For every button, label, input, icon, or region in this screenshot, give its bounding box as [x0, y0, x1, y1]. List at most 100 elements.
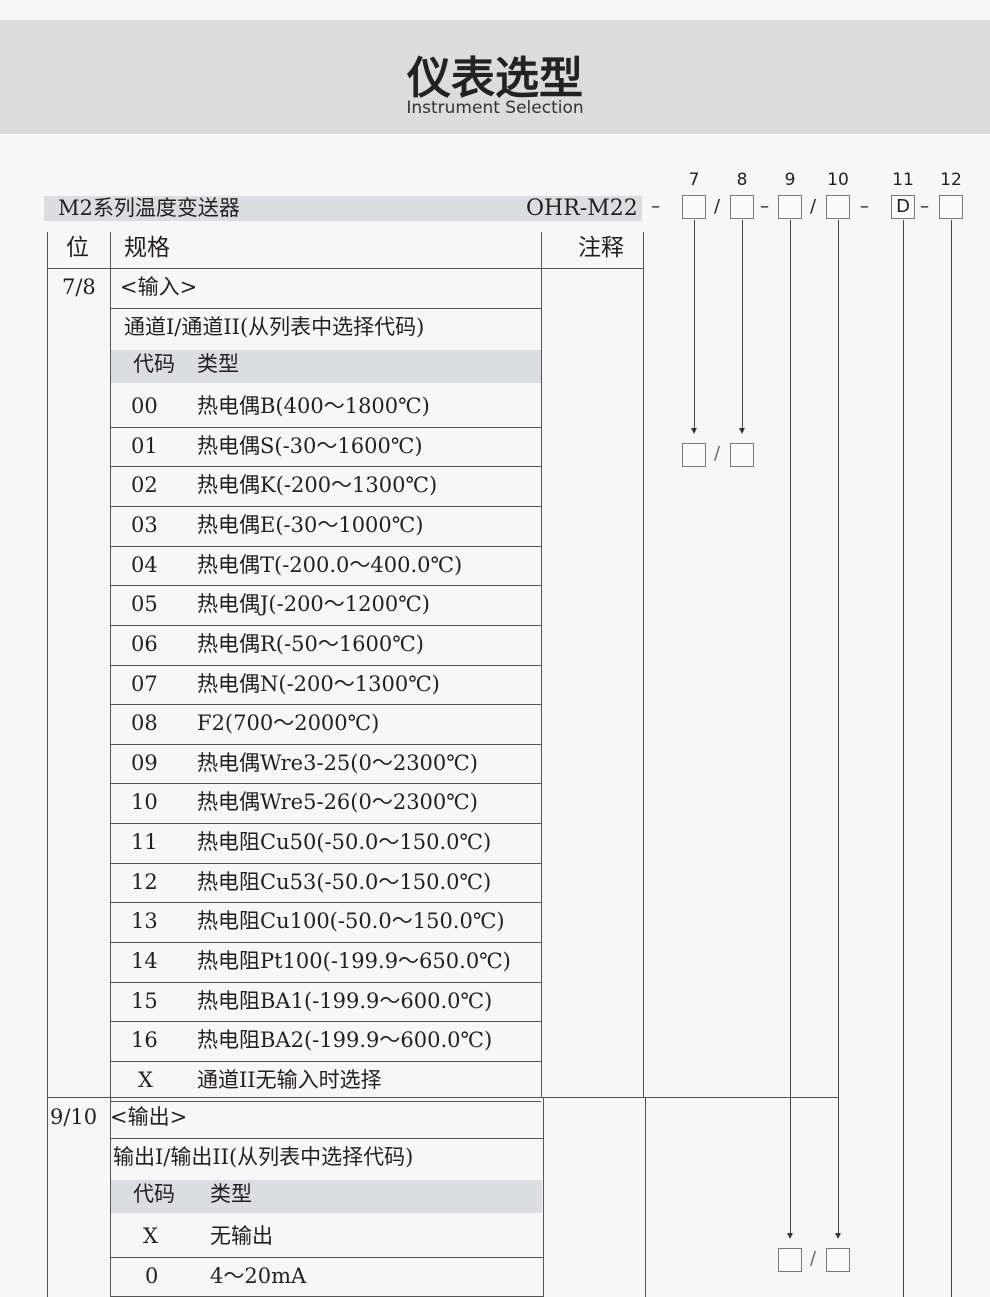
leader-line — [694, 220, 695, 430]
header-divider — [47, 268, 644, 269]
row-type: 热电阻BA1(-199.9～600.0℃) — [197, 988, 493, 1013]
row-type: 热电偶T(-200.0～400.0℃) — [197, 552, 463, 577]
slash-separator: / — [714, 443, 721, 464]
arrow-down-icon — [739, 428, 745, 434]
column-divider — [543, 1098, 544, 1297]
row-code: 06 — [131, 631, 158, 656]
column-divider — [645, 1098, 646, 1297]
row-divider — [110, 704, 541, 706]
row-code: 14 — [131, 949, 158, 974]
code-box-11[interactable]: D — [891, 195, 915, 219]
row-code: 13 — [131, 909, 158, 934]
result-code-box[interactable] — [682, 443, 706, 467]
leader-line — [903, 220, 904, 1297]
slash-separator: / — [810, 196, 817, 217]
row-code: 03 — [131, 512, 158, 537]
output-subtitle: 输出I/输出II(从列表中选择代码) — [113, 1144, 414, 1169]
position-number: 8 — [736, 170, 748, 190]
row-divider — [110, 466, 541, 468]
row-type: F2(700～2000℃) — [197, 711, 380, 736]
code-box-12[interactable] — [939, 195, 963, 219]
result-code-box[interactable] — [778, 1248, 802, 1272]
column-divider — [541, 232, 542, 1098]
column-header-row — [111, 1180, 542, 1213]
code-box-8[interactable] — [730, 195, 754, 219]
row-divider — [110, 664, 541, 666]
row-code: 05 — [131, 592, 158, 617]
position-number: 7 — [688, 170, 700, 190]
row-divider — [110, 585, 541, 587]
row-code: X — [143, 1223, 158, 1248]
arrow-down-icon — [787, 1233, 793, 1239]
col-type-header: 类型 — [197, 352, 239, 377]
output-title: <输出> — [110, 1105, 188, 1129]
leader-line — [838, 220, 839, 1235]
row-code: 15 — [131, 988, 158, 1013]
header-note: 注释 — [578, 235, 624, 261]
result-code-box[interactable] — [730, 443, 754, 467]
arrow-down-icon — [835, 1233, 841, 1239]
row-divider — [110, 902, 541, 904]
column-divider — [110, 232, 111, 1297]
row-code: 11 — [131, 830, 158, 855]
position-number: 10 — [827, 170, 849, 190]
leader-line — [742, 220, 743, 430]
row-divider — [110, 307, 541, 309]
row-divider — [110, 743, 541, 745]
code-box-9[interactable] — [778, 195, 802, 219]
row-code: 01 — [131, 433, 158, 458]
row-type: 热电偶B(400～1800℃) — [197, 393, 430, 418]
row-type: 热电阻Cu53(-50.0～150.0℃) — [197, 869, 492, 894]
row-divider — [110, 783, 541, 785]
row-divider — [110, 823, 541, 825]
code-box-10[interactable] — [826, 195, 850, 219]
result-code-box[interactable] — [826, 1248, 850, 1272]
row-type: 热电偶J(-200～1200℃) — [197, 592, 430, 617]
row-divider — [110, 981, 541, 983]
header-spec: 规格 — [124, 235, 170, 261]
row-divider — [110, 426, 541, 428]
row-type: 热电偶N(-200～1300℃) — [197, 671, 440, 696]
row-divider — [110, 1256, 543, 1258]
dash-separator: – — [920, 196, 929, 217]
table-border-left — [47, 232, 48, 1297]
column-divider — [643, 232, 644, 1098]
row-type: 热电偶Wre3-25(0～2300℃) — [197, 750, 478, 775]
row-type: 热电偶E(-30～1000℃) — [197, 512, 424, 537]
row-type: 热电偶R(-50～1600℃) — [197, 631, 424, 656]
dash-separator: – — [760, 196, 769, 217]
row-type: 热电偶K(-200～1300℃) — [197, 473, 438, 498]
input-subtitle: 通道I/通道II(从列表中选择代码) — [124, 314, 425, 339]
page-title: 仪表选型 — [407, 53, 583, 104]
row-divider — [110, 1061, 541, 1062]
position-number: 11 — [892, 170, 914, 190]
row-type: 热电阻Pt100(-199.9～650.0℃) — [197, 949, 511, 974]
product-model: OHR-M22 — [526, 196, 638, 221]
col-code-header: 代码 — [133, 352, 175, 377]
row-type: 热电阻Cu100(-50.0～150.0℃) — [197, 909, 505, 934]
row-type: 通道II无输入时选择 — [197, 1068, 382, 1092]
row-type: 4～20mA — [210, 1263, 307, 1288]
row-code: 02 — [131, 473, 158, 498]
row-code: 0 — [145, 1263, 159, 1288]
row-divider — [110, 862, 541, 864]
row-code: X — [138, 1068, 153, 1092]
row-divider — [110, 1137, 543, 1139]
row-code: 07 — [131, 671, 158, 696]
slash-separator: / — [714, 196, 721, 217]
row-divider — [110, 545, 541, 547]
row-divider — [110, 505, 541, 507]
output-position: 9/10 — [50, 1105, 98, 1129]
row-code: 16 — [131, 1028, 158, 1053]
slash-separator: / — [810, 1248, 817, 1269]
section-divider — [47, 1097, 839, 1098]
col-type-header: 类型 — [210, 1182, 252, 1207]
row-code: 04 — [131, 552, 158, 577]
row-type: 热电偶S(-30～1600℃) — [197, 433, 423, 458]
row-type: 热电阻BA2(-199.9～600.0℃) — [197, 1028, 493, 1053]
row-divider — [110, 1100, 541, 1102]
code-box-7[interactable] — [682, 195, 706, 219]
page-subtitle: Instrument Selection — [406, 98, 584, 118]
header-banner — [0, 20, 990, 134]
dash-separator: – — [860, 196, 869, 217]
